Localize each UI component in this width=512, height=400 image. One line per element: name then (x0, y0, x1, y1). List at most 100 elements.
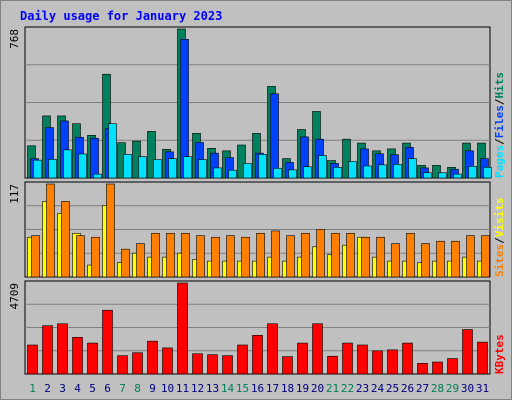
bar-pages-day-26 (408, 158, 417, 179)
bar-pages-day-20 (318, 155, 327, 179)
bar-pages-day-13 (213, 167, 222, 179)
legend-separator: / (493, 98, 506, 105)
bar-pages-day-7 (123, 154, 132, 179)
x-label-day-24: 24 (371, 382, 385, 395)
bar-pages-day-31 (483, 167, 492, 179)
bar-sites-day-23 (361, 236, 370, 278)
panel-hits-files-pages: 768 Pages/Files/Hits (8, 26, 506, 179)
bar-kbytes-day-10 (162, 347, 173, 375)
bar-pages-day-15 (243, 163, 252, 179)
x-label-day-3: 3 (59, 382, 66, 395)
bar-sites-day-15 (241, 236, 250, 278)
x-label-day-4: 4 (74, 382, 81, 395)
bar-pages-day-5 (93, 173, 102, 179)
bar-hits-day-9 (147, 131, 156, 179)
bar-sites-day-14 (226, 235, 235, 278)
bar-sites-day-26 (406, 232, 415, 278)
bar-kbytes-day-9 (147, 340, 158, 375)
bar-pages-day-9 (153, 159, 162, 179)
bar-pages-day-28 (438, 172, 447, 179)
bar-kbytes-day-8 (132, 352, 143, 375)
x-label-day-28: 28 (431, 382, 444, 395)
bar-kbytes-day-2 (42, 325, 53, 375)
bar-kbytes-day-13 (207, 354, 218, 375)
bar-pages-day-2 (48, 159, 57, 179)
bar-pages-day-8 (138, 156, 147, 179)
legend-kbytes: KBytes (493, 334, 506, 374)
bar-pages-day-16 (258, 154, 267, 179)
x-label-day-13: 13 (206, 382, 219, 395)
x-label-day-30: 30 (461, 382, 474, 395)
bar-kbytes-day-27 (417, 363, 428, 375)
x-label-day-7: 7 (119, 382, 126, 395)
bar-sites-day-18 (286, 235, 295, 278)
bar-pages-day-22 (348, 161, 357, 179)
bar-pages-day-23 (363, 165, 372, 179)
bar-files-day-5 (90, 137, 99, 179)
bar-sites-day-10 (166, 232, 175, 278)
bar-kbytes-day-1 (27, 344, 38, 375)
bar-pages-day-10 (168, 158, 177, 179)
bar-kbytes-day-17 (267, 323, 278, 375)
x-label-day-20: 20 (311, 382, 324, 395)
legend-hits-files-pages: Pages/Files/Hits (493, 72, 506, 178)
bar-pages-day-21 (333, 167, 342, 179)
bar-pages-day-17 (273, 167, 282, 179)
bar-kbytes-day-22 (342, 342, 353, 375)
y-max-label: 768 (8, 29, 21, 49)
bar-sites-day-16 (256, 232, 265, 278)
bar-sites-day-22 (346, 232, 355, 278)
x-label-day-8: 8 (134, 382, 141, 395)
bar-kbytes-day-31 (477, 341, 488, 375)
x-label-day-18: 18 (281, 382, 294, 395)
legend-separator: / (493, 237, 506, 244)
x-label-day-16: 16 (251, 382, 264, 395)
bar-kbytes-day-16 (252, 335, 263, 375)
bar-pages-day-29 (453, 173, 462, 179)
bar-kbytes-day-6 (102, 309, 113, 375)
x-label-day-14: 14 (221, 382, 235, 395)
bar-kbytes-day-24 (372, 350, 383, 375)
x-label-day-12: 12 (191, 382, 204, 395)
panel-kbytes: 4709 KBytes (8, 280, 506, 375)
bar-pages-day-25 (393, 164, 402, 179)
x-label-day-25: 25 (386, 382, 399, 395)
x-label-day-11: 11 (176, 382, 189, 395)
bar-sites-day-2 (46, 183, 55, 278)
bar-sites-day-25 (391, 243, 400, 278)
x-label-day-5: 5 (89, 382, 96, 395)
bar-sites-day-11 (181, 232, 190, 278)
bar-pages-day-14 (228, 169, 237, 179)
panel-visits-sites: 117 Sites/Visits (8, 181, 506, 278)
legend-kbytes: KBytes (493, 334, 506, 374)
bar-sites-day-20 (316, 229, 325, 278)
bar-hits-day-22 (342, 138, 351, 179)
chart-title: Daily usage for January 2023 (20, 9, 222, 23)
bar-sites-day-24 (376, 236, 385, 278)
bar-sites-day-31 (481, 235, 490, 278)
bar-kbytes-day-12 (192, 353, 203, 375)
legend-visits-sites: Sites/Visits (493, 198, 506, 278)
y-max-label: 4709 (8, 283, 21, 310)
bar-sites-day-12 (196, 235, 205, 278)
bar-kbytes-day-29 (447, 358, 458, 375)
bar-kbytes-day-20 (312, 323, 323, 375)
bar-pages-day-27 (423, 172, 432, 179)
bar-sites-day-21 (331, 232, 340, 278)
bar-sites-day-19 (301, 232, 310, 278)
bar-kbytes-day-30 (462, 329, 473, 375)
x-label-day-6: 6 (104, 382, 111, 395)
bar-pages-day-3 (63, 149, 72, 179)
bar-sites-day-7 (121, 248, 130, 278)
x-label-day-22: 22 (341, 382, 354, 395)
bar-pages-day-19 (303, 166, 312, 179)
x-label-day-26: 26 (401, 382, 414, 395)
bar-kbytes-day-7 (117, 355, 128, 375)
bar-hits-day-15 (237, 144, 246, 179)
bar-kbytes-day-26 (402, 342, 413, 375)
bar-kbytes-day-14 (222, 355, 233, 375)
bar-sites-day-30 (466, 235, 475, 278)
x-label-day-9: 9 (149, 382, 156, 395)
bar-kbytes-day-21 (327, 355, 338, 375)
